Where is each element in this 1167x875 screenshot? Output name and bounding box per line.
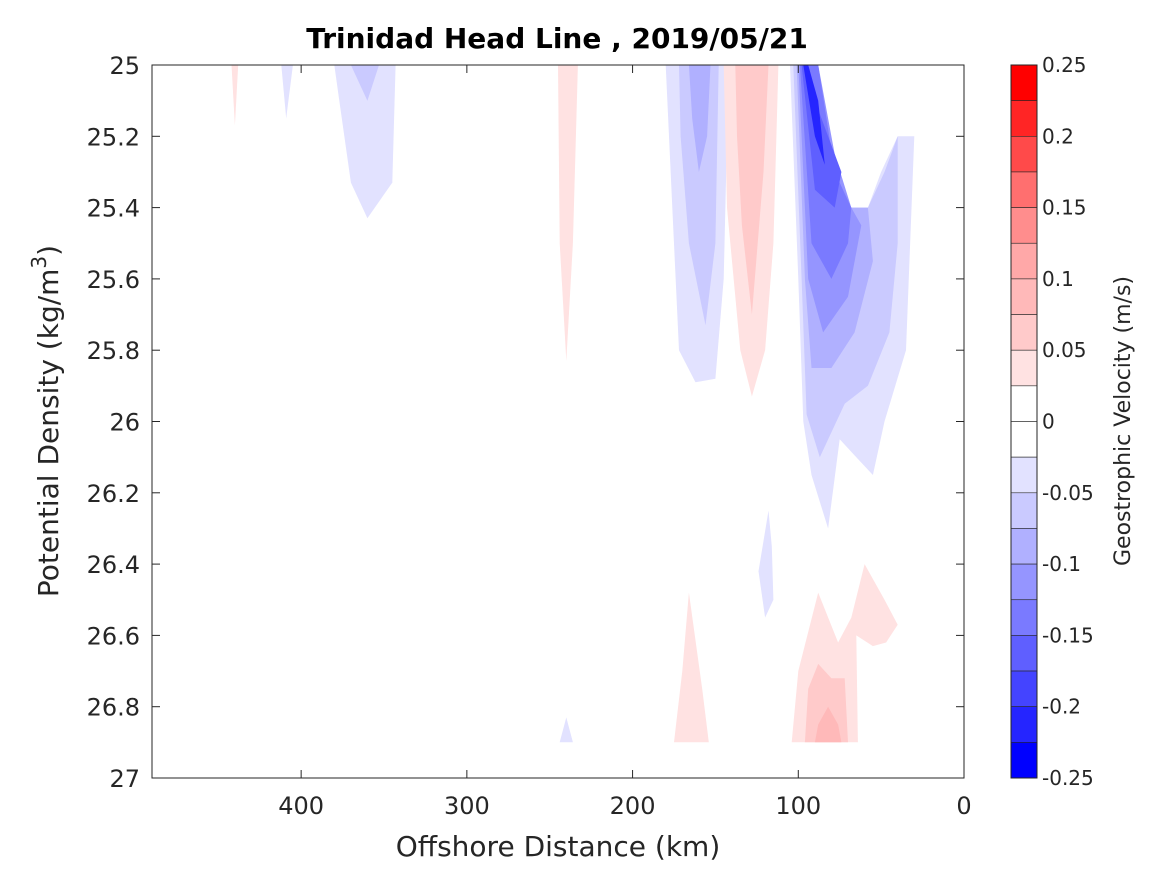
y-tick-label: 26.4 — [87, 551, 140, 579]
colorbar-band — [1010, 171, 1038, 208]
y-tick-label: 26.8 — [87, 694, 140, 722]
contour-neg-360 — [334, 65, 396, 219]
contour-neg-360-core — [350, 65, 379, 101]
y-tick-label: 25.6 — [87, 266, 140, 294]
colorbar-tick-label: 0 — [1042, 410, 1055, 434]
colorbar-tick-label: -0.25 — [1042, 766, 1094, 790]
colorbar-tick-label: -0.2 — [1042, 695, 1081, 719]
y-axis-label: Potential Density (kg/m3) — [27, 245, 65, 597]
contour-neg-165-c — [688, 65, 711, 172]
colorbar-band — [1010, 456, 1038, 494]
y-tick-label: 27 — [109, 765, 140, 793]
y-axis-label-close: ) — [32, 245, 65, 256]
y-tick-label: 25 — [109, 52, 140, 80]
x-tick-label: 100 — [775, 792, 821, 820]
colorbar-band — [1010, 599, 1038, 636]
colorbar-band — [1010, 314, 1038, 351]
plot-area: 400 300 200 100 0 25 25.2 25.4 25.6 25.8 26 26.2 26… — [87, 52, 972, 820]
contour-neg-90-g — [803, 65, 825, 165]
contour-pos-130-b — [735, 65, 769, 315]
contour-neg-240-bottom — [559, 717, 573, 743]
colorbar-tick-label: 0.05 — [1042, 338, 1087, 362]
colorbar-frame — [1010, 64, 1038, 779]
x-axis-label: Offshore Distance (km) — [396, 830, 721, 863]
colorbar-band — [1010, 742, 1038, 779]
colorbar: 0.25 0.2 0.15 0.1 0.05 0 -0.05 -0.1 -0.15 -0.2 -0.… — [1010, 53, 1094, 790]
colorbar-band — [1010, 635, 1038, 672]
y-tick-label: 26.2 — [87, 480, 140, 508]
contour-neg-410 — [281, 65, 293, 119]
colorbar-band — [1010, 136, 1038, 173]
colorbar-band — [1010, 492, 1038, 529]
colorbar-label: Geostrophic Velocity (m/s) — [1111, 276, 1136, 566]
colorbar-band — [1010, 207, 1038, 244]
colorbar-tick-label: -0.05 — [1042, 481, 1094, 505]
y-axis: 25 25.2 25.4 25.6 25.8 26 26.2 26.4 26.6 26.8 27 — [87, 52, 964, 793]
colorbar-tick-label: 0.2 — [1042, 124, 1074, 148]
contour-pos-160-bottom — [674, 592, 709, 743]
colorbar-band — [1010, 100, 1038, 137]
colorbar-band — [1010, 706, 1038, 743]
colorbar-band — [1010, 242, 1038, 280]
y-tick-label: 25.8 — [87, 337, 140, 365]
colorbar-tick-label: 0.15 — [1042, 196, 1087, 220]
y-tick-label: 26.6 — [87, 622, 140, 650]
colorbar-band — [1010, 385, 1038, 422]
colorbar-band — [1010, 670, 1038, 707]
contour-pos-440 — [231, 65, 239, 126]
y-axis-label-main: Potential Density (kg/m — [32, 269, 65, 598]
colorbar-ticks: 0.25 0.2 0.15 0.1 0.05 0 -0.05 -0.1 -0.15 -0.2 -0.… — [1042, 53, 1094, 790]
colorbar-band — [1010, 421, 1038, 458]
x-tick-label: 300 — [444, 792, 490, 820]
colorbar-band — [1010, 349, 1038, 387]
x-axis: 400 300 200 100 0 — [278, 65, 972, 820]
contour-pos-80-b — [804, 663, 848, 743]
colorbar-band — [1010, 64, 1038, 101]
y-tick-label: 25.4 — [87, 195, 140, 223]
colorbar-band — [1010, 563, 1038, 601]
colorbar-tick-label: 0.1 — [1042, 267, 1074, 291]
chart-title: Trinidad Head Line , 2019/05/21 — [306, 22, 808, 55]
colorbar-band — [1010, 528, 1038, 565]
contour-fills — [231, 65, 915, 743]
colorbar-tick-label: -0.1 — [1042, 552, 1081, 576]
colorbar-tick-label: 0.25 — [1042, 53, 1087, 77]
x-tick-label: 0 — [956, 792, 971, 820]
contour-pos-240 — [558, 65, 578, 361]
contour-pos-80-c — [814, 706, 842, 743]
contour-neg-165-b — [679, 65, 719, 326]
x-tick-label: 200 — [610, 792, 656, 820]
y-tick-label: 26 — [109, 409, 140, 437]
y-axis-label-superscript: 3 — [27, 256, 51, 269]
colorbar-bands — [1010, 64, 1038, 779]
colorbar-tick-label: -0.15 — [1042, 623, 1094, 647]
contour-neg-120-mid — [758, 510, 774, 618]
x-tick-label: 400 — [278, 792, 324, 820]
y-tick-label: 25.2 — [87, 123, 140, 151]
colorbar-band — [1010, 278, 1038, 315]
